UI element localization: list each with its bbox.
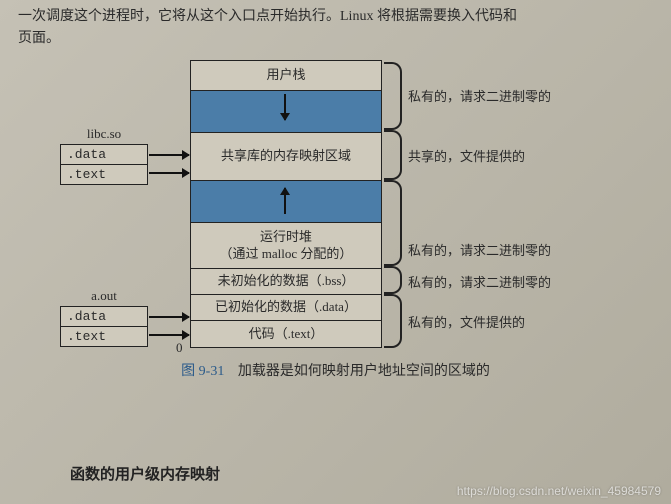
seg-text-label: 代码（.text） [249, 326, 324, 343]
seg-text: 代码（.text） [191, 321, 381, 347]
arrow-aout-data [149, 316, 189, 318]
seg-bss: 未初始化的数据（.bss） [191, 269, 381, 295]
file-aout-row-text: .text [61, 327, 147, 346]
seg-user-stack: 用户栈 [191, 61, 381, 91]
annot-1: 私有的，请求二进制零的 [408, 86, 551, 105]
seg-shared-lib-label: 共享库的内存映射区域 [221, 148, 351, 165]
file-libc-rows: .data .text [60, 144, 148, 185]
seg-bss-label: 未初始化的数据（.bss） [218, 273, 355, 290]
seg-heap-l2: （通过 malloc 分配的） [220, 246, 353, 263]
file-libc-label: libc.so [60, 126, 148, 142]
annot-4: 私有的，请求二进制零的 [408, 272, 551, 291]
figure-title: 加载器是如何映射用户地址空间的区域的 [238, 364, 490, 379]
seg-data-label: 已初始化的数据（.data） [215, 299, 357, 316]
intro-l1: 一次调度这个进程时，它将从这个入口点开始执行。Linux 将根据需要换入代码和 [18, 9, 517, 24]
arrow-libc-text [149, 172, 189, 174]
brace-1 [384, 62, 402, 130]
cutoff-heading: 函数的用户级内存映射 [70, 463, 220, 484]
figure-caption: 图 9-31 加载器是如何映射用户地址空间的区域的 [0, 360, 671, 380]
memory-map-diagram: 用户栈 共享库的内存映射区域 运行时堆 （通过 malloc 分配的） 未初始化… [0, 54, 671, 464]
file-aout: a.out .data .text [60, 288, 148, 347]
brace-3 [384, 180, 402, 266]
annot-2: 共享的，文件提供的 [408, 146, 525, 165]
file-libc: libc.so .data .text [60, 126, 148, 185]
seg-shared-lib: 共享库的内存映射区域 [191, 133, 381, 181]
annot-5: 私有的，文件提供的 [408, 312, 525, 331]
brace-5 [384, 294, 402, 348]
stack-grows-down-arrow [284, 94, 286, 120]
file-aout-rows: .data .text [60, 306, 148, 347]
brace-4 [384, 266, 402, 294]
intro-l2: 页面。 [18, 31, 60, 46]
file-aout-row-data: .data [61, 307, 147, 327]
arrow-aout-text [149, 334, 189, 336]
brace-2 [384, 130, 402, 180]
watermark-text: https://blog.csdn.net/weixin_45984579 [457, 484, 661, 498]
seg-data: 已初始化的数据（.data） [191, 295, 381, 321]
figure-number: 图 9-31 [181, 364, 224, 379]
address-space-stack: 用户栈 共享库的内存映射区域 运行时堆 （通过 malloc 分配的） 未初始化… [190, 60, 382, 348]
file-libc-row-text: .text [61, 165, 147, 184]
heap-grows-up-arrow [284, 188, 286, 214]
seg-user-stack-label: 用户栈 [266, 67, 305, 84]
annot-3: 私有的，请求二进制零的 [408, 240, 551, 259]
seg-gap-below-stack [191, 91, 381, 133]
seg-heap-l1: 运行时堆 [260, 229, 312, 246]
file-aout-label: a.out [60, 288, 148, 304]
file-libc-row-data: .data [61, 145, 147, 165]
intro-text: 一次调度这个进程时，它将从这个入口点开始执行。Linux 将根据需要换入代码和 … [18, 6, 653, 51]
arrow-libc-data [149, 154, 189, 156]
seg-heap: 运行时堆 （通过 malloc 分配的） [191, 223, 381, 269]
zero-address-label: 0 [176, 340, 183, 356]
